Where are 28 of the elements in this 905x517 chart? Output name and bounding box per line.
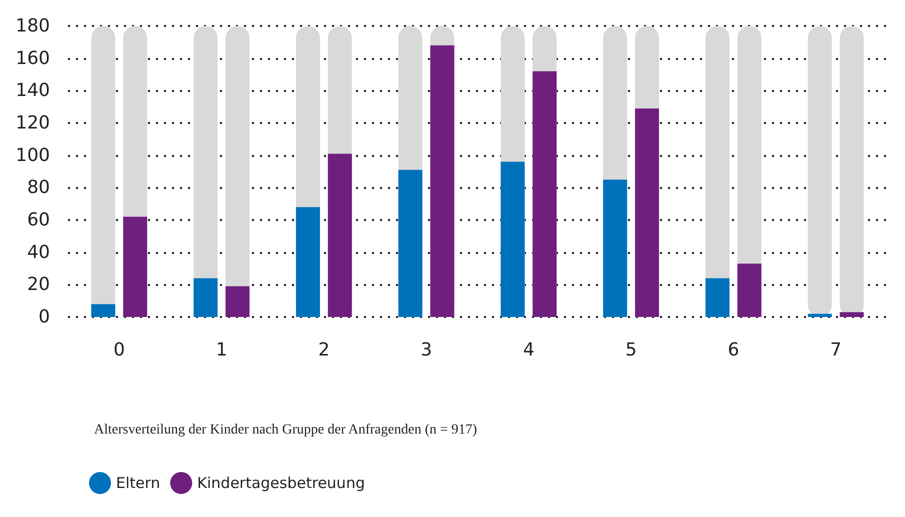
bar	[91, 304, 116, 317]
y-tick-label: 140	[16, 80, 50, 102]
legend-label: Eltern	[116, 474, 160, 492]
bar	[226, 286, 250, 317]
bar	[840, 312, 864, 317]
y-tick-label: 120	[16, 112, 50, 134]
x-tick-label: 1	[216, 340, 228, 360]
x-tick-label: 2	[318, 340, 330, 360]
legend-label: Kindertagesbetreuung	[197, 474, 365, 492]
x-tick-label: 7	[830, 340, 842, 360]
x-tick-label: 6	[728, 340, 740, 360]
bar	[808, 314, 832, 317]
y-tick-label: 160	[16, 48, 50, 69]
y-tick-label: 100	[16, 144, 50, 166]
x-tick-label: 5	[625, 340, 637, 360]
y-tick-label: 40	[27, 242, 50, 263]
bar	[737, 264, 762, 317]
x-tick-label: 3	[420, 340, 432, 360]
text: Altersverteilung der Kinder nach Gruppe der Anfragenden (n = 917)	[94, 422, 478, 438]
bar	[705, 278, 730, 317]
x-tick-label: 4	[522, 340, 534, 360]
y-tick-label: 20	[27, 274, 50, 296]
y-tick-label: 180	[16, 16, 50, 36]
bar	[194, 278, 218, 317]
y-tick-label: 60	[27, 210, 50, 230]
y-tick-label: 80	[27, 177, 50, 198]
y-tick-label: 0	[38, 306, 50, 328]
x-tick-label: 0	[113, 340, 125, 360]
